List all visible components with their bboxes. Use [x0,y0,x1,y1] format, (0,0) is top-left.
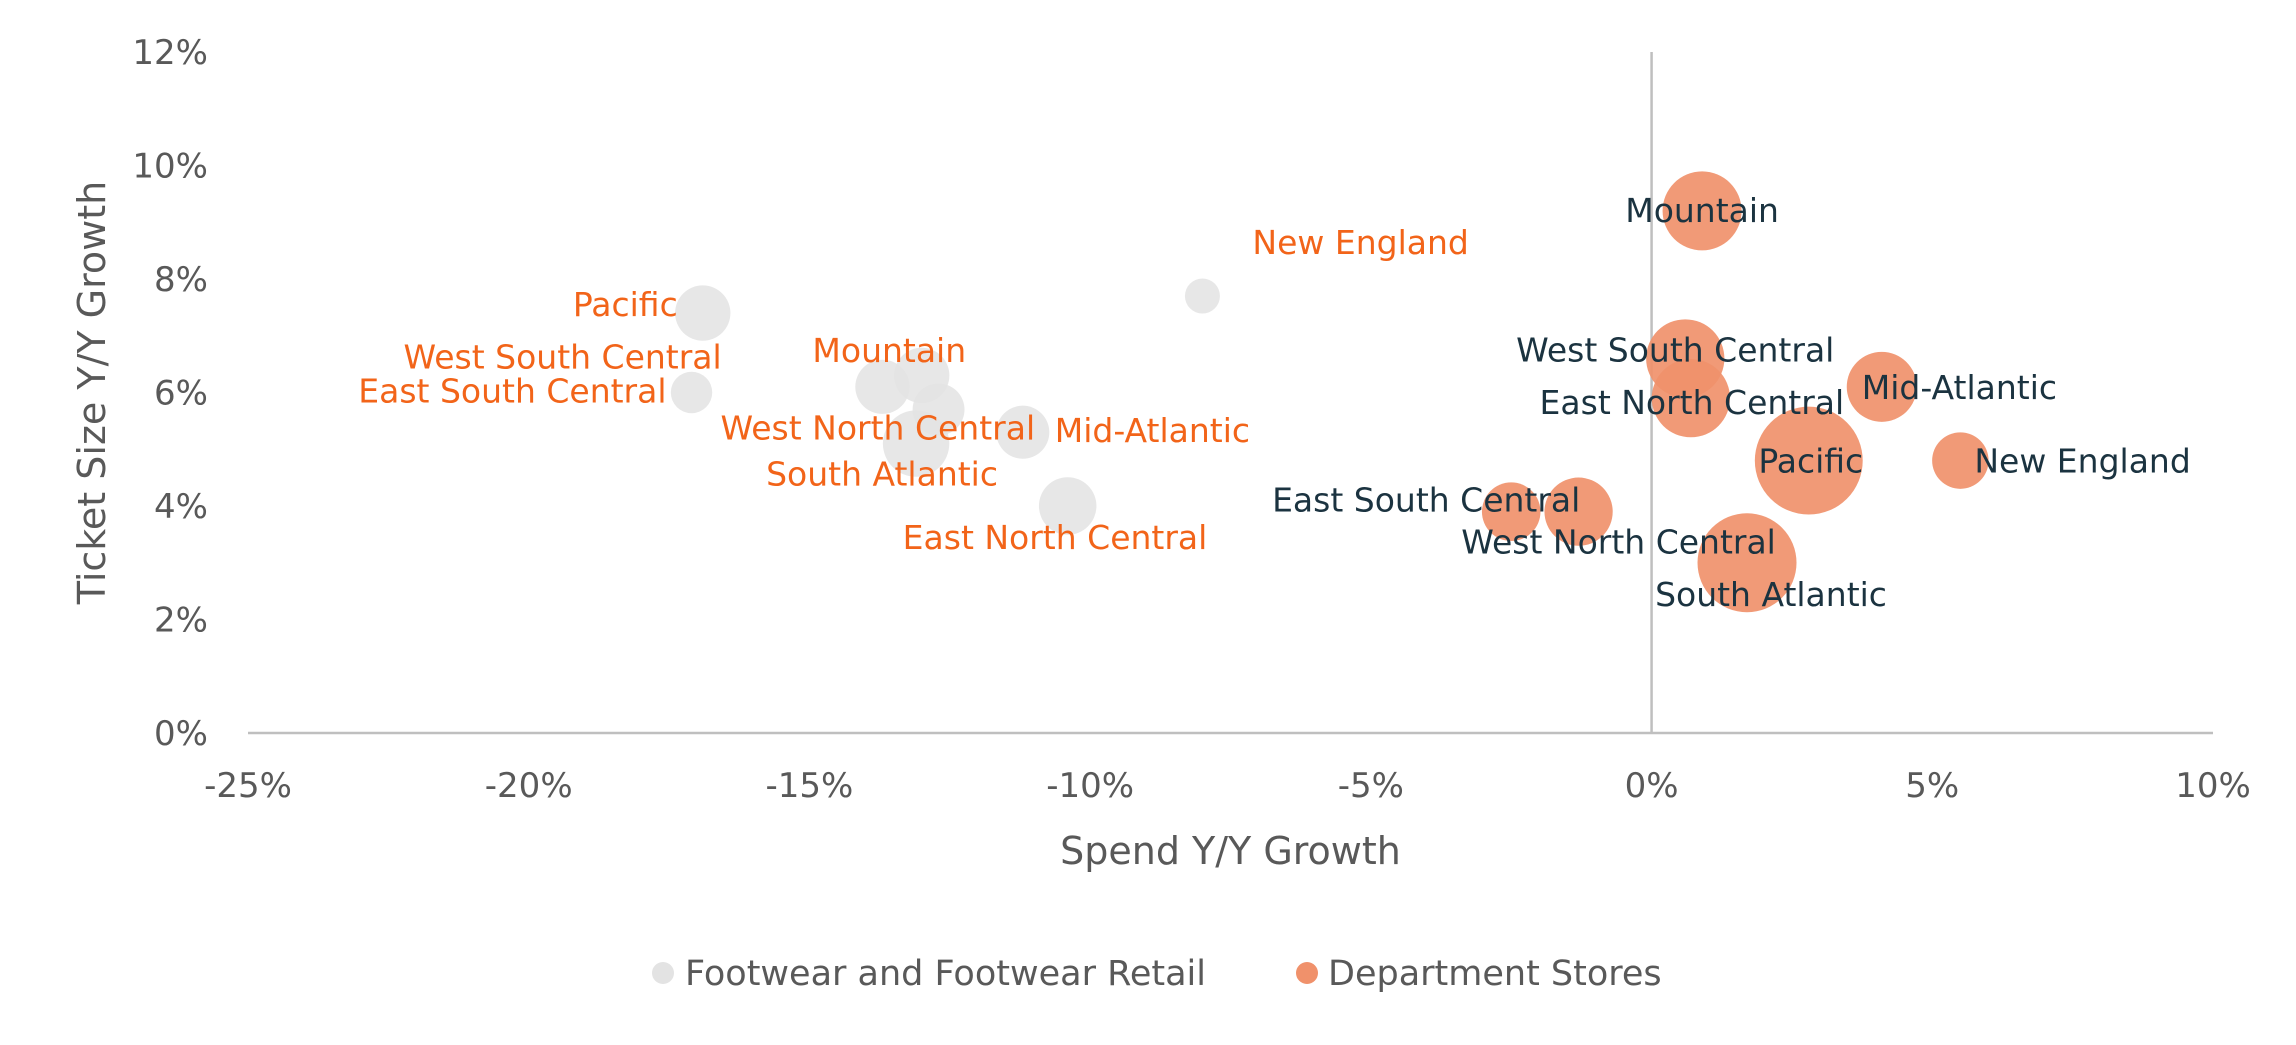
bubble-footwear-east-south-central [670,371,713,414]
point-label-footwear: West North Central [721,409,1036,448]
point-label-department: West South Central [1516,330,1834,369]
bubble-footwear-east-north-central [1038,477,1097,535]
legend-marker [652,962,674,984]
point-label-department: Mid-Atlantic [1862,368,2057,407]
x-tick-label: 10% [2175,766,2251,806]
legend-marker [1296,962,1318,984]
y-tick-label: 10% [132,147,208,187]
y-axis-title: Ticket Size Y/Y Growth [70,181,114,605]
bubble-department-south-atlantic [1697,513,1797,613]
bubble-footwear-pacific [675,285,731,341]
point-label-department: East South Central [1272,481,1580,520]
legend-label: Department Stores [1328,954,1662,994]
bubble-footwear-new-england [1184,278,1220,314]
point-label-footwear: Mid-Atlantic [1055,411,1250,450]
point-label-department: West North Central [1461,523,1776,562]
y-tick-label: 2% [154,601,208,641]
y-tick-label: 0% [154,714,208,754]
point-label-footwear: East South Central [358,372,666,411]
x-tick-label: -10% [1046,766,1134,806]
x-tick-label: -20% [485,766,573,806]
point-label-department: Pacific [1758,442,1863,481]
point-label-footwear: Pacific [573,285,678,324]
y-tick-label: 6% [154,374,208,414]
bubble-department-pacific [1754,406,1863,515]
bubble-department-mid-atlantic [1846,351,1917,422]
point-label-footwear: South Atlantic [766,455,998,494]
chart-bubbles [670,171,1989,613]
point-label-department: Mountain [1625,191,1779,230]
bubble-footwear-west-north-central [912,383,965,436]
x-tick-label: 0% [1625,766,1679,806]
bubble-department-mountain [1662,171,1742,251]
x-tick-label: 5% [1905,766,1959,806]
bubble-department-east-south-central [1481,482,1541,541]
point-label-footwear: New England [1252,223,1468,262]
bubble-footwear-mountain [855,359,910,414]
bubble-department-new-england [1932,432,1989,489]
bubble-department-west-north-central [1544,477,1613,546]
x-axis-title: Spend Y/Y Growth [1060,829,1401,873]
y-tick-label: 4% [154,487,208,527]
chart-legend: Footwear and Footwear Retail Department S… [652,954,1662,994]
x-tick-label: -15% [766,766,854,806]
point-label-department: East North Central [1540,383,1845,422]
chart-axes: -25% -20% -15% -10% -5% 0% 5% 10% 0% 2% 4% 6% 8% 10% 1… [132,33,2250,806]
bubble-department-east-north-central [1651,359,1731,438]
point-label-footwear: Mountain [812,331,966,370]
point-label-department: New England [1974,442,2190,481]
y-tick-label: 8% [154,260,208,300]
y-tick-label: 12% [132,33,208,73]
point-label-department: South Atlantic [1655,575,1887,614]
bubble-footwear-mid-atlantic [996,405,1050,459]
x-tick-label: -25% [204,766,292,806]
point-label-footwear: West South Central [404,337,722,376]
legend-label: Footwear and Footwear Retail [685,954,1206,994]
point-label-footwear: East North Central [903,518,1208,557]
x-tick-label: -5% [1338,766,1404,806]
